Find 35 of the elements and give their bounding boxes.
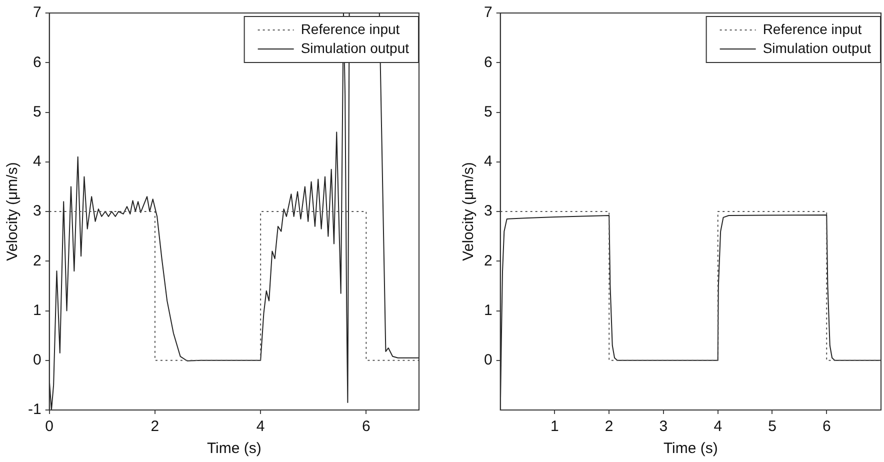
x-tick-label: 0 — [45, 418, 54, 436]
x-tick-label: 2 — [604, 418, 614, 436]
y-tick-label: 3 — [484, 202, 492, 220]
legend-label: Reference input — [762, 20, 862, 37]
x-tick-label: 1 — [550, 418, 559, 436]
y-tick-label: 1 — [32, 302, 42, 319]
y-tick-label: 4 — [484, 153, 492, 170]
y-axis-title: Velocity (μm/s) — [460, 162, 478, 261]
x-tick-label: 6 — [822, 418, 831, 436]
legend-label: Simulation output — [762, 40, 872, 56]
y-tick-label: 0 — [32, 352, 42, 369]
x-tick-label: 3 — [659, 418, 668, 436]
x-tick-label: 4 — [714, 418, 722, 436]
y-tick-label: 1 — [484, 302, 492, 319]
x-axis-title: Time (s) — [206, 440, 262, 458]
y-tick-label: 0 — [484, 352, 492, 369]
x-tick-label: 4 — [256, 418, 265, 436]
y-axis-title: Velocity (μm/s) — [4, 162, 22, 261]
y-tick-label: 6 — [32, 54, 42, 71]
y-tick-label: 4 — [32, 153, 42, 170]
y-tick-label: -1 — [28, 401, 42, 418]
y-tick-label: 5 — [32, 103, 42, 120]
legend-label: Simulation output — [300, 40, 410, 56]
y-tick-label: 7 — [32, 4, 42, 22]
x-tick-label: 6 — [362, 418, 370, 436]
y-tick-label: 5 — [484, 103, 492, 120]
y-tick-label: 6 — [484, 54, 492, 71]
y-tick-label: 2 — [484, 252, 492, 270]
x-tick-label: 5 — [768, 418, 776, 436]
x-axis-title: Time (s) — [663, 440, 718, 458]
y-tick-label: 7 — [484, 4, 492, 22]
x-tick-label: 2 — [150, 418, 160, 436]
y-tick-label: 2 — [32, 252, 42, 270]
y-tick-label: 3 — [32, 202, 42, 220]
legend-label: Reference input — [300, 20, 400, 37]
